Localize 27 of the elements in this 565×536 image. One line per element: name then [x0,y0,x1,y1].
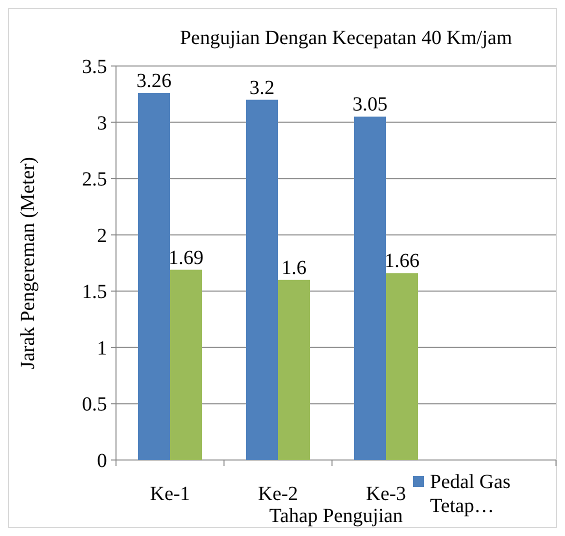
y-tick-label: 3 [97,112,107,134]
bar [170,270,202,460]
y-axis-title: Jarak Pengereman (Meter) [17,156,39,370]
y-tick-label: 1 [97,337,107,360]
data-label: 3.05 [352,94,388,116]
x-tick-label: Ke-2 [258,483,298,505]
y-tick-label: 2 [97,224,107,247]
legend-label: Pedal Gas Tetap… [430,471,511,517]
y-tick-label: 2.5 [82,168,107,191]
y-tick-label: 1.5 [82,281,107,304]
bar [386,273,418,460]
y-tick-label: 0 [97,450,107,472]
bar [246,100,278,460]
bar [138,93,170,460]
x-tick-label: Ke-3 [366,483,406,505]
x-axis-title: Tahap Pengujian [269,505,403,527]
data-label: 1.69 [168,246,204,269]
data-label: 1.6 [282,256,306,279]
bar [278,280,310,460]
y-tick-label: 3.5 [82,56,107,78]
chart-title: Pengujian Dengan Kecepatan 40 Km/jam [180,27,512,49]
data-label: 3.26 [136,70,172,92]
data-label: 3.2 [250,76,274,99]
x-tick-label: Ke-1 [150,483,190,505]
y-tick-label: 0.5 [82,394,107,416]
data-label: 1.66 [384,250,420,272]
bar [354,116,386,460]
